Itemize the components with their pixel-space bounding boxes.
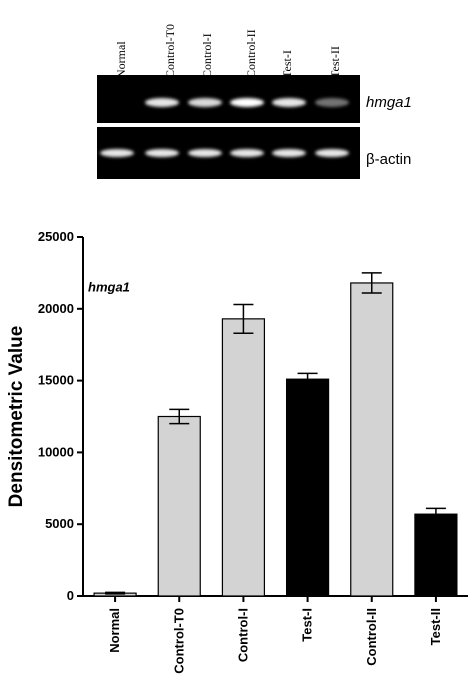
- x-tick-label: Test-I: [300, 608, 315, 642]
- gel-lane-label: Control-I: [200, 33, 214, 78]
- gel-band: [272, 98, 306, 107]
- y-axis-label: Densitometric Value: [6, 326, 27, 508]
- bar: [350, 282, 394, 597]
- x-tick-label: Test-II: [428, 608, 443, 645]
- bar-chart: 0 5000 10000 15000 20000 25000 Densitometric V…: [6, 229, 468, 674]
- gel-band: [145, 149, 179, 157]
- bar: [285, 378, 330, 597]
- gel-panel-hmga1: [97, 75, 360, 123]
- y-tick-label: 15000: [38, 373, 74, 388]
- y-tick-label: 25000: [38, 229, 74, 244]
- gel-lane-label: Normal: [114, 41, 128, 78]
- x-tick-label: Control-T0: [171, 608, 186, 674]
- gel-band: [230, 149, 264, 157]
- bar: [221, 318, 266, 597]
- x-tick-label: Control-II: [364, 608, 379, 666]
- chart-annotation: hmga1: [88, 280, 130, 295]
- gel-lane-label: Test-II: [328, 46, 342, 78]
- gel-control-label: β-actin: [366, 151, 412, 168]
- gel-band: [315, 149, 349, 157]
- x-tick-label: Normal: [107, 608, 122, 653]
- gel-band: [315, 98, 349, 107]
- gel-gene-label: hmga1: [366, 94, 412, 111]
- y-tick-label: 20000: [38, 301, 74, 316]
- bar: [157, 415, 201, 597]
- gel-panel-beta-actin: [97, 127, 360, 179]
- y-tick-label: 0: [67, 588, 74, 603]
- gel-band: [188, 98, 222, 107]
- gel-band: [230, 98, 264, 107]
- gel-lane-label: Control-II: [244, 29, 258, 78]
- gel-lane-label: Control-T0: [163, 24, 177, 78]
- y-tick-label: 5000: [45, 516, 74, 531]
- bar: [414, 513, 458, 597]
- gel-band: [100, 149, 134, 157]
- y-tick-label: 10000: [38, 444, 74, 459]
- x-tick-label: Control-I: [235, 608, 250, 662]
- gel-band: [188, 149, 222, 157]
- gel-lane-label: Test-I: [280, 50, 294, 78]
- gel-band: [272, 149, 306, 157]
- gel-band: [145, 98, 179, 107]
